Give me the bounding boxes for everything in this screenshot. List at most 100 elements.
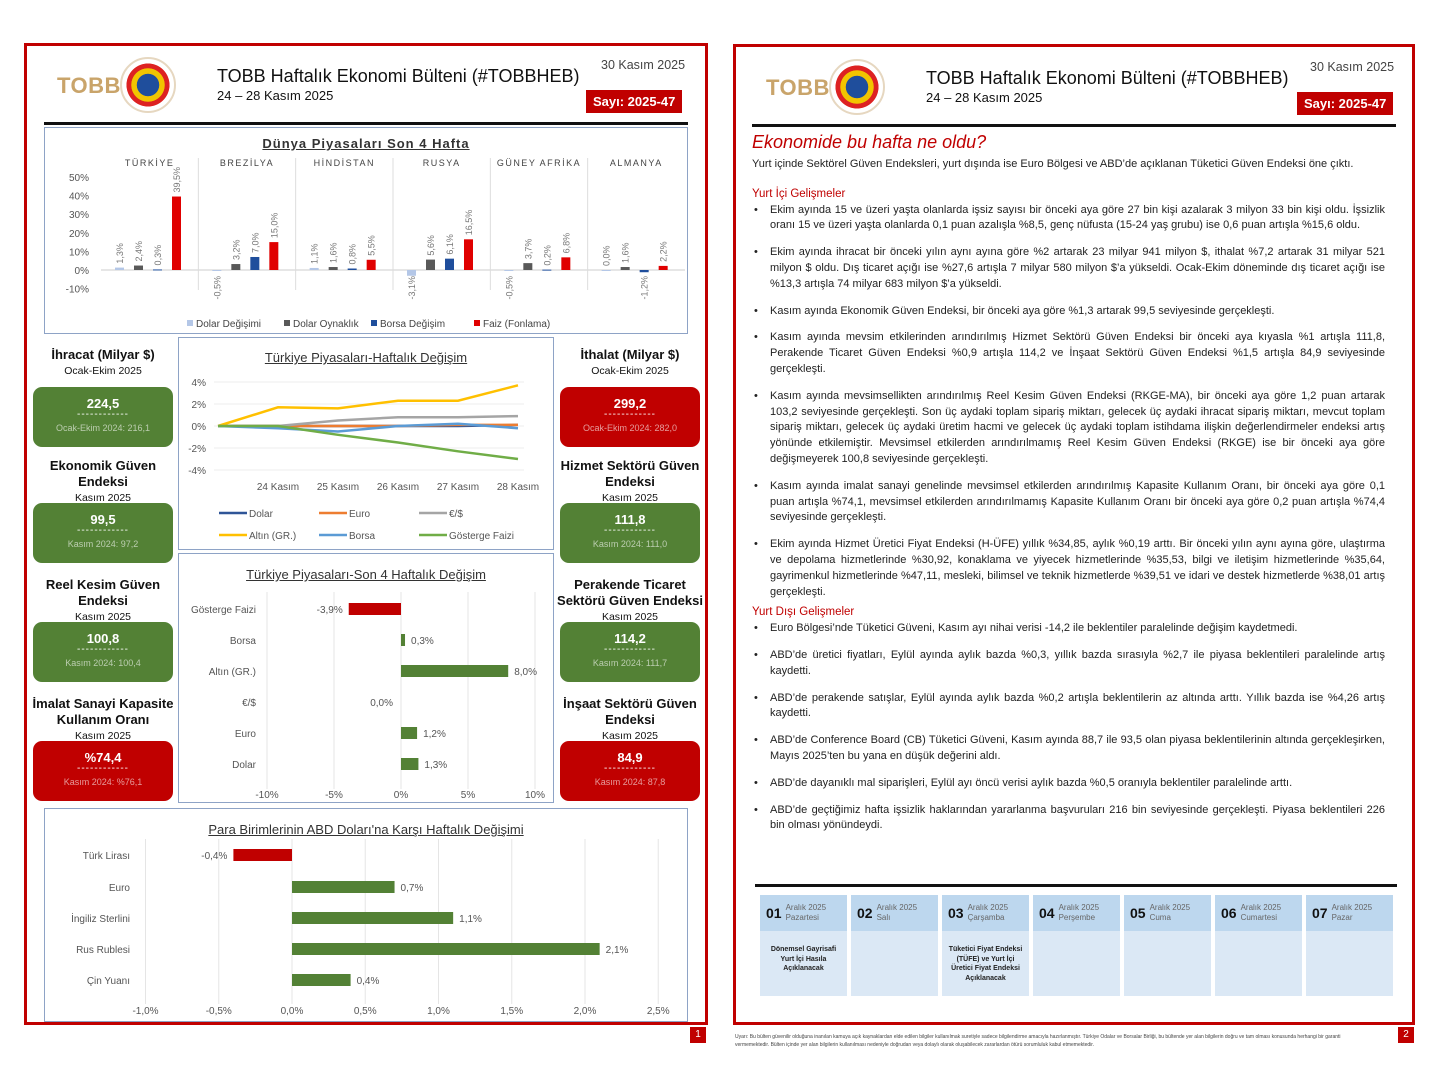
legend-label: Dolar Oynaklık xyxy=(293,319,360,330)
news-item: Kasım ayında mevsim etkilerinden arındır… xyxy=(752,330,1385,377)
section-title: Ekonomide bu hafta ne oldu? xyxy=(752,132,987,152)
kpi-divider: ------------ xyxy=(604,525,656,536)
bar xyxy=(292,912,454,924)
x-tick-label: 27 Kasım xyxy=(437,482,479,493)
calendar-divider xyxy=(755,884,1397,887)
kpi-previous: Kasım 2024: 111,0 xyxy=(592,539,668,549)
calendar-day-header: 07 Aralık 2025 Pazar xyxy=(1306,895,1393,931)
x-tick-label: -5% xyxy=(325,790,343,801)
kpi-title-text: İhracat (Milyar $) xyxy=(51,347,155,362)
data-label: 0,4% xyxy=(357,976,380,987)
calendar-day-header: 05 Aralık 2025 Cuma xyxy=(1124,895,1211,931)
x-tick-label: -0,5% xyxy=(206,1006,232,1017)
intro-text: Yurt içinde Sektörel Güven Endeksleri, y… xyxy=(752,158,1354,170)
kpi-card: 114,2 ------------ Kasım 2024: 111,7 xyxy=(560,622,700,682)
kpi-title: İmalat Sanayi Kapasite Kullanım Oranı Kas… xyxy=(28,696,178,744)
data-label: 0,3% xyxy=(153,245,163,266)
page-number: 2 xyxy=(1398,1027,1414,1043)
kpi-period: Ocak-Ekim 2025 xyxy=(64,365,142,377)
tobb-logo: TOBB xyxy=(766,75,830,100)
page-number: 1 xyxy=(690,1027,706,1043)
bar-borsa-de-i-im xyxy=(347,268,357,270)
y-tick-label: -2% xyxy=(188,444,206,455)
bar xyxy=(401,727,418,739)
bulletin-title: TOBB Haftalık Ekonomi Bülteni (#TOBBHEB) xyxy=(926,68,1289,88)
data-label: 1,6% xyxy=(329,243,339,264)
data-label: 1,1% xyxy=(459,914,482,925)
legend-label: Borsa xyxy=(349,531,376,542)
data-label: -1,2% xyxy=(640,276,650,300)
kpi-title-text: İthalat (Milyar $) xyxy=(580,347,680,362)
bar-faiz-fonlama- xyxy=(464,239,473,270)
x-tick-label: 1,5% xyxy=(500,1006,523,1017)
news-item: ABD’de perakende satışlar, Eylül ayında … xyxy=(752,691,1385,723)
day-number: 07 xyxy=(1312,905,1328,921)
bar-dolar-de-i-imi xyxy=(212,270,222,271)
chart-title: Dünya Piyasaları Son 4 Hafta xyxy=(262,136,470,151)
kpi-period: Ocak-Ekim 2025 xyxy=(591,365,669,377)
bar-dolar-oynakl-k xyxy=(231,264,241,270)
x-tick-label: 2,0% xyxy=(574,1006,597,1017)
month-label: Aralık 2025 xyxy=(1240,903,1282,912)
bulletin-date: 30 Kasım 2025 xyxy=(1310,60,1395,74)
calendar-day: 06 Aralık 2025 Cumartesi xyxy=(1215,895,1302,996)
bar-dolar-de-i-imi xyxy=(407,270,416,276)
weekday-label: Salı xyxy=(876,913,891,922)
x-tick-label: 1,0% xyxy=(427,1006,450,1017)
kpi-divider: ------------ xyxy=(77,644,129,655)
bar-dolar-oynakl-k xyxy=(134,265,143,270)
data-label: 0,7% xyxy=(401,883,424,894)
bar-dolar-de-i-imi xyxy=(115,267,124,270)
x-tick-label: 26 Kasım xyxy=(377,482,419,493)
category-label: Rus Rublesi xyxy=(76,945,130,956)
country-label: HİNDİSTAN xyxy=(314,158,375,168)
category-label: Altın (GR.) xyxy=(209,667,256,678)
news-item: Ekim ayında Hizmet Üretici Fiyat Endeksi… xyxy=(752,537,1385,600)
legend-label: Borsa Değişim xyxy=(380,319,445,330)
kpi-period: Kasım 2025 xyxy=(74,492,132,504)
data-label: -3,9% xyxy=(317,605,343,616)
data-label: 1,6% xyxy=(621,243,631,264)
kpi-card: 99,5 ------------ Kasım 2024: 97,2 xyxy=(33,503,173,563)
bar-dolar-oynakl-k xyxy=(426,259,435,270)
series-line-3 xyxy=(217,384,519,428)
news-item: ABD’de Conference Board (CB) Tüketici Gü… xyxy=(752,733,1385,765)
calendar-event xyxy=(851,931,938,945)
bar-dolar-de-i-imi xyxy=(504,270,514,271)
day-meta: Aralık 2025 Cuma xyxy=(1150,903,1190,923)
legend-swatch xyxy=(284,320,290,326)
bar-faiz-fonlama- xyxy=(366,259,376,270)
x-tick-label: 0,5% xyxy=(354,1006,377,1017)
kpi-previous: Kasım 2024: 87,8 xyxy=(594,777,666,787)
data-label: 1,3% xyxy=(115,243,125,264)
series-line-4 xyxy=(217,422,519,433)
x-tick-label: 10% xyxy=(525,790,545,801)
day-number: 02 xyxy=(857,905,873,921)
kpi-card: 100,8 ------------ Kasım 2024: 100,4 xyxy=(33,622,173,682)
bar-borsa-de-i-im xyxy=(153,269,162,271)
chart-title: Türkiye Piyasaları-Son 4 Haftalık Değişi… xyxy=(246,567,486,582)
kpi-value: 299,2 xyxy=(613,396,647,411)
x-tick-label: 25 Kasım xyxy=(317,482,359,493)
calendar-day: 05 Aralık 2025 Cuma xyxy=(1124,895,1211,996)
bar-borsa-de-i-im xyxy=(639,270,649,273)
category-label: Borsa xyxy=(230,636,257,647)
month-label: Aralık 2025 xyxy=(1058,903,1100,912)
data-label: -3,1% xyxy=(407,276,417,300)
news-item: Kasım ayında Ekonomik Güven Endeksi, bir… xyxy=(752,304,1385,320)
calendar-day: 04 Aralık 2025 Perşembe xyxy=(1033,895,1120,996)
page-1 xyxy=(24,43,708,1025)
calendar-event: Tüketici Fiyat Endeksi (TÜFE) ve Yurt İç… xyxy=(948,946,1023,982)
y-tick-label: 4% xyxy=(192,378,207,389)
legend-label: €/$ xyxy=(449,509,463,520)
kpi-divider: ------------ xyxy=(77,409,129,420)
category-label: Çin Yuanı xyxy=(87,976,130,987)
bar-borsa-de-i-im xyxy=(542,269,552,271)
day-meta: Aralık 2025 Pazartesi xyxy=(786,903,826,923)
bar xyxy=(401,634,406,646)
weekday-label: Pazartesi xyxy=(785,913,819,922)
kpi-card: 84,9 ------------ Kasım 2024: 87,8 xyxy=(560,741,700,801)
kpi-title: Ekonomik Güven Endeksi Kasım 2025 xyxy=(28,458,178,506)
kpi-value: 114,2 xyxy=(614,631,646,646)
month-label: Aralık 2025 xyxy=(876,903,918,912)
